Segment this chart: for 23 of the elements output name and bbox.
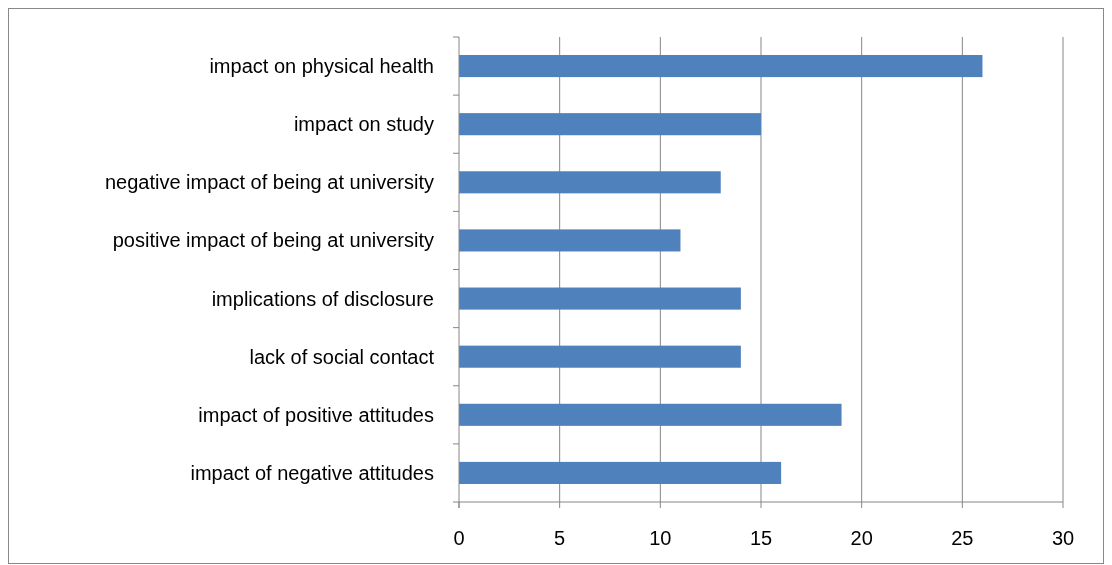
- bar: [459, 55, 983, 78]
- y-tick-label: impact of positive attitudes: [198, 403, 434, 426]
- y-tick-label: impact of negative attitudes: [190, 461, 434, 484]
- bar: [459, 461, 782, 484]
- y-tick-label: lack of social contact: [249, 345, 435, 368]
- x-tick-label: 0: [453, 527, 465, 549]
- y-tick-label: implications of disclosure: [211, 287, 434, 310]
- x-tick-label: 10: [649, 527, 672, 549]
- bar: [459, 229, 681, 252]
- bar: [459, 171, 721, 194]
- bar: [459, 403, 842, 426]
- y-tick-label: positive impact of being at university: [112, 229, 434, 252]
- x-tick-label: 15: [749, 527, 773, 549]
- y-tick-label: impact on study: [293, 113, 434, 136]
- x-tick-label: 20: [850, 527, 873, 549]
- y-tick-label: negative impact of being at university: [104, 171, 434, 194]
- x-tick-label: 25: [951, 527, 974, 549]
- x-tick-label: 30: [1051, 527, 1075, 549]
- bar: [459, 113, 761, 136]
- x-tick-label: 5: [554, 527, 566, 549]
- bar: [459, 345, 741, 368]
- bar: [459, 287, 741, 310]
- y-tick-label: impact on physical health: [209, 55, 434, 78]
